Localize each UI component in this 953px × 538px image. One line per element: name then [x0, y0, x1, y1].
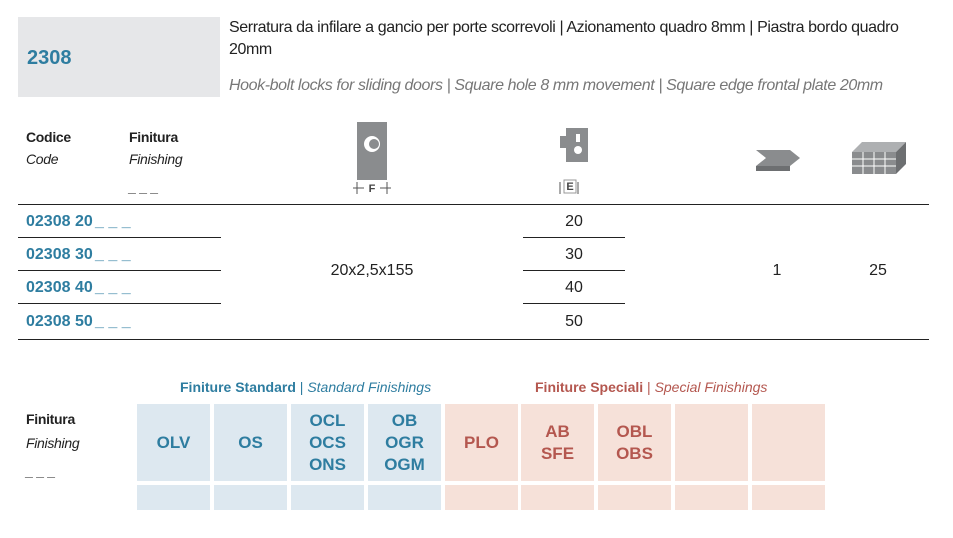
- row-code: 02308 40: [26, 278, 93, 296]
- row-backset: 50: [565, 312, 583, 330]
- special-heading: Finiture Speciali | Special Finishings: [535, 379, 767, 395]
- special-en: Special Finishings: [654, 379, 768, 395]
- finish-code: OLV: [156, 432, 191, 452]
- title-en: Hook-bolt locks for sliding doors | Squa…: [229, 77, 883, 94]
- row-rule: [523, 237, 625, 238]
- finish-code: OCL: [309, 410, 346, 430]
- code-box: [18, 17, 220, 97]
- standard-heading: Finiture Standard | Standard Finishings: [180, 379, 431, 395]
- row-rule: [18, 303, 221, 304]
- arrow-side: [756, 166, 790, 171]
- box-grid: [852, 152, 896, 174]
- row-code: 02308 20: [26, 212, 93, 230]
- row-blank: _ _ _: [95, 278, 131, 296]
- finish-code: OS: [238, 432, 263, 452]
- finish-cell-blank: [291, 485, 364, 510]
- finish-cell: OBL OBS: [598, 404, 671, 481]
- header-code-it: Codice: [26, 129, 71, 145]
- front-size: 20x2,5x155: [330, 262, 414, 279]
- row-rule: [18, 237, 221, 238]
- row-code: 02308 30: [26, 245, 93, 263]
- special-it: Finiture Speciali: [535, 379, 644, 395]
- finish-label-en: Finishing: [26, 435, 80, 451]
- slot: [576, 134, 580, 142]
- dim-bg: [364, 182, 380, 194]
- row-blank: _ _ _: [95, 212, 131, 230]
- rule: [18, 204, 929, 205]
- title-it: Serratura da infilare a gancio per porte…: [229, 19, 899, 58]
- finish-code: OCS: [309, 432, 346, 452]
- header-finish-it: Finitura: [129, 129, 178, 145]
- finish-code: OGM: [384, 454, 425, 474]
- finish-cell: [675, 404, 748, 481]
- dim-bg: [563, 179, 577, 194]
- finish-cell-blank: [368, 485, 441, 510]
- hole: [574, 146, 582, 154]
- pieces-icon: [756, 150, 800, 171]
- finish-code: OBL: [616, 421, 653, 441]
- row-backset: 40: [565, 278, 583, 296]
- header-code-en: Code: [26, 151, 59, 167]
- bolt: [560, 136, 566, 148]
- row-rule: [523, 270, 625, 271]
- finish-cell: OCL OCS ONS: [291, 404, 364, 481]
- row-rule: [523, 303, 625, 304]
- icon-label: E: [566, 181, 573, 193]
- box-side: [896, 142, 906, 174]
- finish-cell: OS: [214, 404, 287, 481]
- product-code: 2308: [27, 47, 72, 69]
- row-code: 02308 50: [26, 312, 93, 330]
- finish-cell: OB OGR OGM: [368, 404, 441, 481]
- finish-cell-blank: [675, 485, 748, 510]
- box-qty: 25: [869, 262, 887, 279]
- finish-cell-blank: [137, 485, 210, 510]
- standard-en: Standard Finishings: [307, 379, 432, 395]
- finish-cell: [752, 404, 825, 481]
- rule: [18, 339, 929, 340]
- finish-cell: OLV: [137, 404, 210, 481]
- row-blank: _ _ _: [95, 245, 131, 263]
- finish-cell-blank: [752, 485, 825, 510]
- finish-cell: PLO: [445, 404, 518, 481]
- finish-code: AB: [545, 421, 570, 441]
- finish-code: OBS: [616, 443, 653, 463]
- icon-label: F: [369, 183, 376, 195]
- separator: |: [299, 379, 304, 395]
- body: [566, 128, 588, 162]
- finish-cell-blank: [214, 485, 287, 510]
- finish-cell-blank: [445, 485, 518, 510]
- arrow: [756, 150, 800, 166]
- finish-label-it: Finitura: [26, 411, 75, 427]
- row-rule: [18, 270, 221, 271]
- backset-icon: E: [559, 128, 588, 194]
- separator: |: [647, 379, 651, 395]
- finish-code: ONS: [309, 454, 346, 474]
- front-plate-icon: F: [353, 122, 391, 195]
- row-backset: 30: [565, 245, 583, 263]
- box-icon: [852, 142, 906, 174]
- finish-cell-blank: [521, 485, 594, 510]
- finish-blank: _ _ _: [26, 463, 56, 479]
- header-finish-en: Finishing: [129, 151, 183, 167]
- hole-inner: [369, 139, 379, 149]
- box-top: [852, 142, 906, 152]
- finish-cell-blank: [598, 485, 671, 510]
- finish-code: PLO: [464, 432, 499, 452]
- finish-cell: AB SFE: [521, 404, 594, 481]
- finish-code: OB: [391, 410, 418, 430]
- finish-code: SFE: [540, 443, 575, 463]
- row-blank: _ _ _: [95, 312, 131, 330]
- pieces: 1: [772, 262, 782, 279]
- header-finish-blank: _ _ _: [129, 179, 159, 195]
- finish-code: OGR: [385, 432, 424, 452]
- standard-it: Finiture Standard: [180, 379, 296, 395]
- row-backset: 20: [565, 212, 583, 230]
